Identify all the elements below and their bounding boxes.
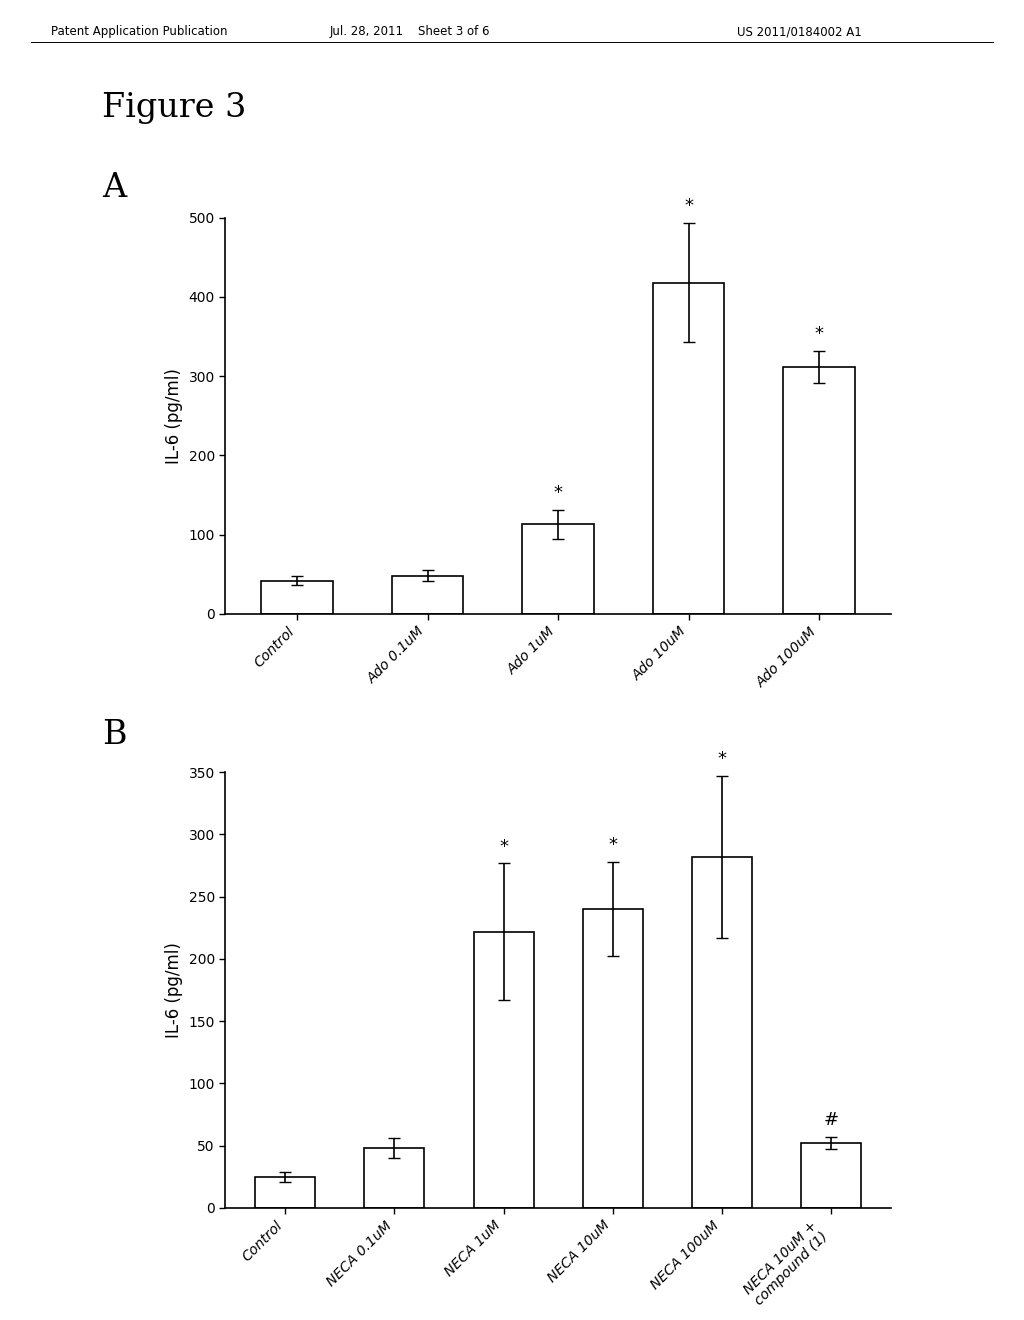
Text: Patent Application Publication: Patent Application Publication (51, 25, 227, 38)
Bar (255, 1176, 315, 1208)
Bar (391, 576, 464, 614)
Text: *: * (717, 751, 726, 768)
Text: A: A (102, 172, 127, 203)
Bar (692, 857, 752, 1208)
Y-axis label: IL-6 (pg/ml): IL-6 (pg/ml) (165, 942, 183, 1038)
Bar (365, 1148, 424, 1208)
Text: #: # (823, 1111, 839, 1130)
Bar (583, 909, 643, 1208)
Bar (652, 282, 725, 614)
Text: B: B (102, 719, 127, 751)
Bar (473, 932, 534, 1208)
Text: *: * (554, 484, 562, 502)
Y-axis label: IL-6 (pg/ml): IL-6 (pg/ml) (165, 368, 183, 463)
Bar (801, 1143, 861, 1208)
Text: Jul. 28, 2011    Sheet 3 of 6: Jul. 28, 2011 Sheet 3 of 6 (330, 25, 489, 38)
Bar (522, 524, 594, 614)
Text: Figure 3: Figure 3 (102, 92, 247, 124)
Text: *: * (499, 838, 508, 855)
Text: *: * (815, 325, 823, 343)
Text: US 2011/0184002 A1: US 2011/0184002 A1 (737, 25, 862, 38)
Text: *: * (684, 198, 693, 215)
Bar (261, 581, 333, 614)
Text: *: * (608, 837, 617, 854)
Bar (783, 367, 855, 614)
